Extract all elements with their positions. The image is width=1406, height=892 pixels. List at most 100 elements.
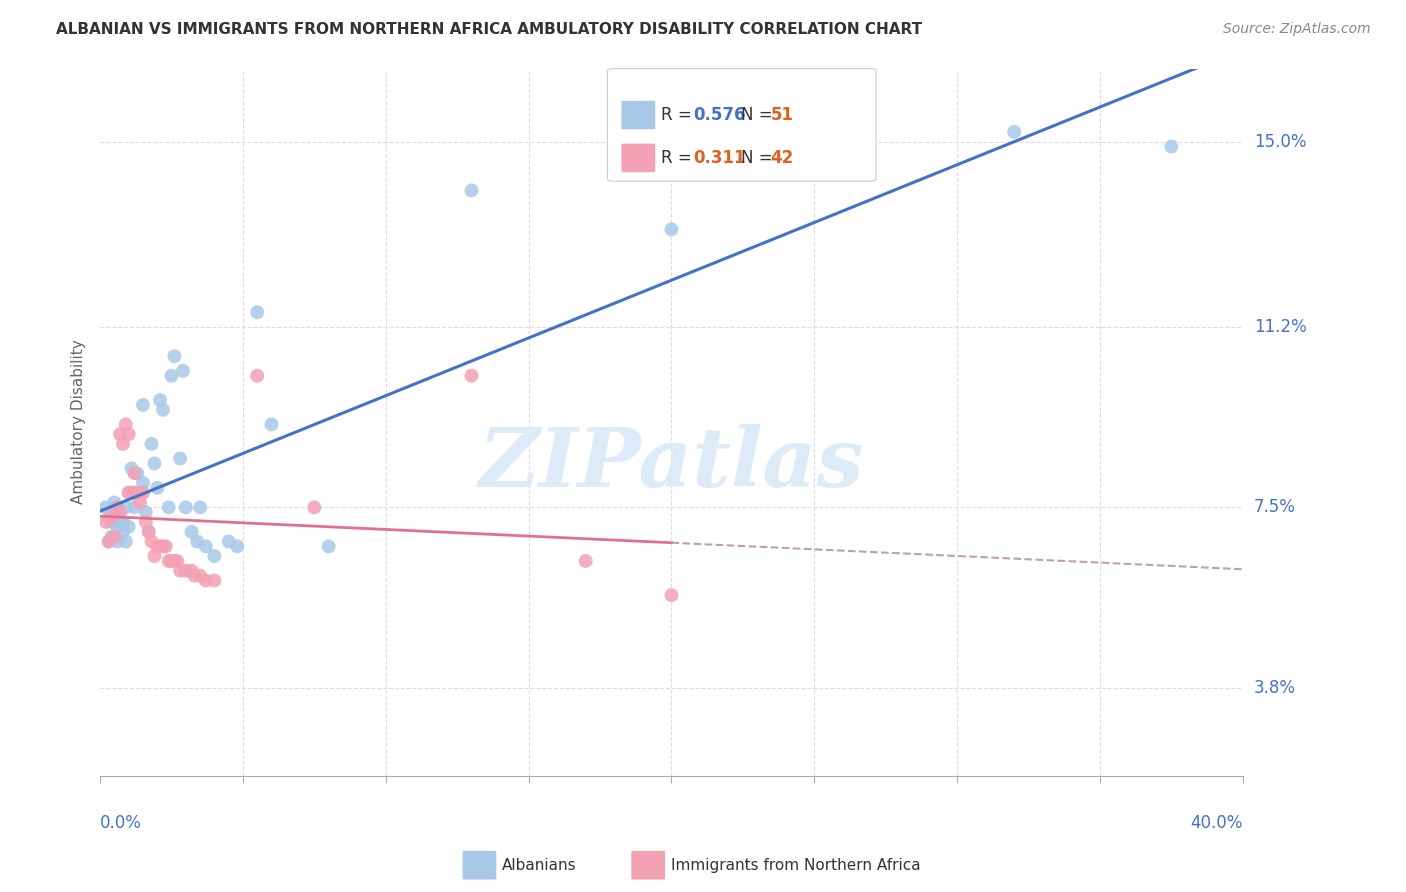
Point	[138, 524, 160, 539]
Point	[108, 427, 131, 442]
Point	[121, 461, 143, 475]
Point	[194, 574, 217, 588]
Text: R =: R =	[661, 149, 697, 167]
Point	[260, 417, 283, 432]
Text: Albanians: Albanians	[502, 858, 576, 872]
Point	[149, 539, 172, 553]
Point	[111, 437, 134, 451]
Point	[94, 515, 117, 529]
Point	[108, 515, 131, 529]
Point	[318, 539, 340, 553]
Point	[103, 505, 125, 519]
Y-axis label: Ambulatory Disability: Ambulatory Disability	[72, 340, 86, 504]
Point	[575, 554, 598, 568]
Point	[166, 554, 188, 568]
Point	[105, 534, 128, 549]
Point	[124, 500, 146, 515]
Point	[97, 534, 120, 549]
Point	[163, 349, 186, 363]
Text: 15.0%: 15.0%	[1254, 133, 1306, 151]
Point	[152, 402, 174, 417]
Point	[174, 500, 197, 515]
Point	[118, 485, 141, 500]
Text: 0.576: 0.576	[693, 106, 745, 124]
Point	[226, 539, 249, 553]
Text: R =: R =	[661, 106, 697, 124]
Point	[115, 417, 138, 432]
Point	[141, 437, 163, 451]
Text: 7.5%: 7.5%	[1254, 499, 1296, 516]
Point	[100, 510, 122, 524]
Point	[194, 539, 217, 553]
Point	[135, 505, 157, 519]
Point	[172, 364, 194, 378]
Point	[129, 485, 152, 500]
Point	[108, 505, 131, 519]
Point	[169, 451, 191, 466]
Point	[135, 515, 157, 529]
Point	[118, 485, 141, 500]
Text: 0.0%: 0.0%	[100, 814, 142, 832]
Point	[202, 549, 225, 563]
Point	[115, 500, 138, 515]
Point	[97, 534, 120, 549]
Point	[127, 467, 149, 481]
Point	[127, 485, 149, 500]
Text: N =: N =	[741, 149, 778, 167]
Point	[143, 549, 166, 563]
Point	[132, 398, 155, 412]
Point	[94, 500, 117, 515]
Point	[118, 427, 141, 442]
Point	[188, 568, 211, 582]
Point	[152, 539, 174, 553]
Point	[169, 564, 191, 578]
Point	[111, 524, 134, 539]
Point	[124, 485, 146, 500]
Point	[174, 564, 197, 578]
Text: 3.8%: 3.8%	[1254, 679, 1296, 697]
Point	[143, 457, 166, 471]
Point	[103, 495, 125, 509]
Text: Immigrants from Northern Africa: Immigrants from Northern Africa	[671, 858, 921, 872]
Point	[115, 534, 138, 549]
Point	[105, 500, 128, 515]
Point	[304, 500, 326, 515]
Text: 40.0%: 40.0%	[1191, 814, 1243, 832]
Point	[180, 524, 202, 539]
Point	[100, 515, 122, 529]
Point	[146, 539, 169, 553]
Point	[218, 534, 240, 549]
Point	[661, 588, 683, 602]
Point	[163, 554, 186, 568]
Point	[124, 467, 146, 481]
Point	[103, 530, 125, 544]
Point	[111, 515, 134, 529]
Point	[460, 368, 482, 383]
Point	[188, 500, 211, 515]
Point	[160, 554, 183, 568]
Text: 0.311: 0.311	[693, 149, 745, 167]
Point	[160, 368, 183, 383]
Text: 51: 51	[770, 106, 793, 124]
Point	[118, 520, 141, 534]
Point	[97, 510, 120, 524]
Point	[132, 485, 155, 500]
Text: 42: 42	[770, 149, 794, 167]
Text: ZIPatlas: ZIPatlas	[478, 425, 865, 505]
Text: N =: N =	[741, 106, 778, 124]
Point	[246, 368, 269, 383]
Point	[180, 564, 202, 578]
Text: Source: ZipAtlas.com: Source: ZipAtlas.com	[1223, 22, 1371, 37]
Point	[138, 524, 160, 539]
Text: ALBANIAN VS IMMIGRANTS FROM NORTHERN AFRICA AMBULATORY DISABILITY CORRELATION CH: ALBANIAN VS IMMIGRANTS FROM NORTHERN AFR…	[56, 22, 922, 37]
Point	[149, 393, 172, 408]
Point	[202, 574, 225, 588]
Point	[157, 554, 180, 568]
Point	[105, 500, 128, 515]
Point	[141, 534, 163, 549]
Point	[155, 539, 177, 553]
Point	[246, 305, 269, 319]
Point	[146, 481, 169, 495]
Point	[132, 475, 155, 490]
Point	[460, 183, 482, 197]
